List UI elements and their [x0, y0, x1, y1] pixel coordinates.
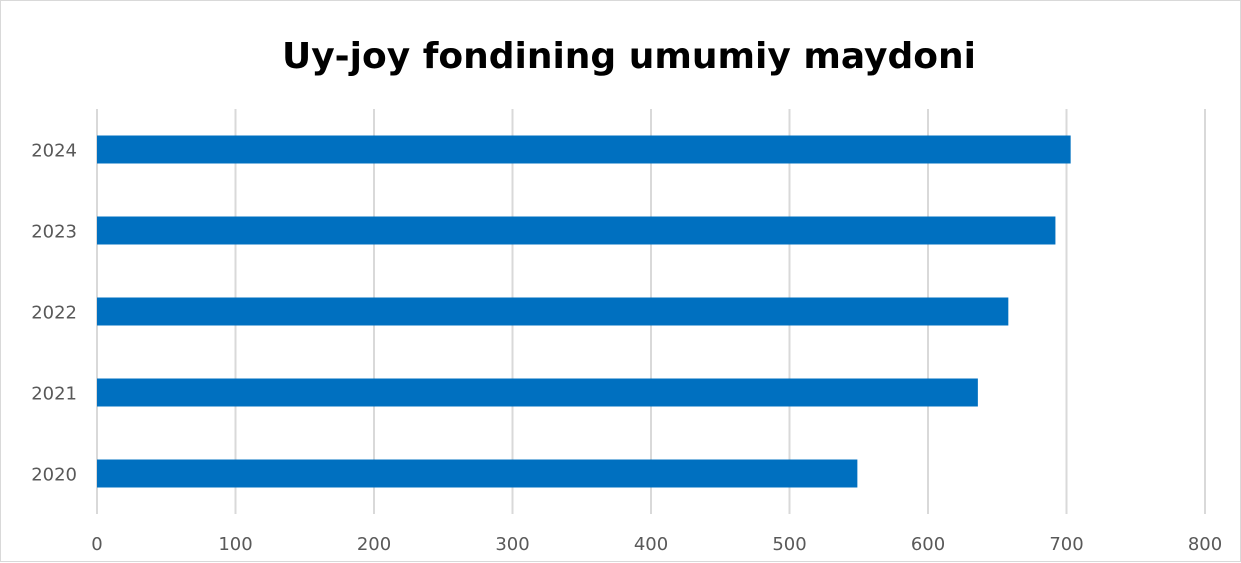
chart-title: Uy-joy fondining umumiy maydoni [282, 36, 976, 77]
y-tick-label-2022: 2022 [31, 303, 77, 324]
bar-2021 [97, 378, 978, 407]
bar-2022 [97, 297, 1009, 326]
x-tick-label-800: 800 [1188, 534, 1222, 555]
x-tick-label-500: 500 [772, 534, 806, 555]
y-tick-label-2023: 2023 [31, 222, 77, 243]
x-tick-label-600: 600 [911, 534, 945, 555]
x-tick-label-300: 300 [495, 534, 529, 555]
x-axis-labels: 0 100 200 300 400 500 600 700 800 [91, 534, 1222, 555]
y-tick-label-2024: 2024 [31, 141, 77, 162]
y-axis-labels: 2020 2021 2022 2023 2024 [31, 141, 77, 486]
x-tick-label-700: 700 [1049, 534, 1083, 555]
x-tick-label-0: 0 [91, 534, 102, 555]
x-tick-label-100: 100 [218, 534, 252, 555]
bar-2023 [97, 216, 1056, 245]
x-tick-label-400: 400 [634, 534, 668, 555]
bar-2020 [97, 459, 858, 488]
bar-2024 [97, 135, 1071, 164]
y-tick-label-2021: 2021 [31, 384, 77, 405]
bars [97, 135, 1071, 488]
y-tick-label-2020: 2020 [31, 465, 77, 486]
x-tick-label-200: 200 [357, 534, 391, 555]
